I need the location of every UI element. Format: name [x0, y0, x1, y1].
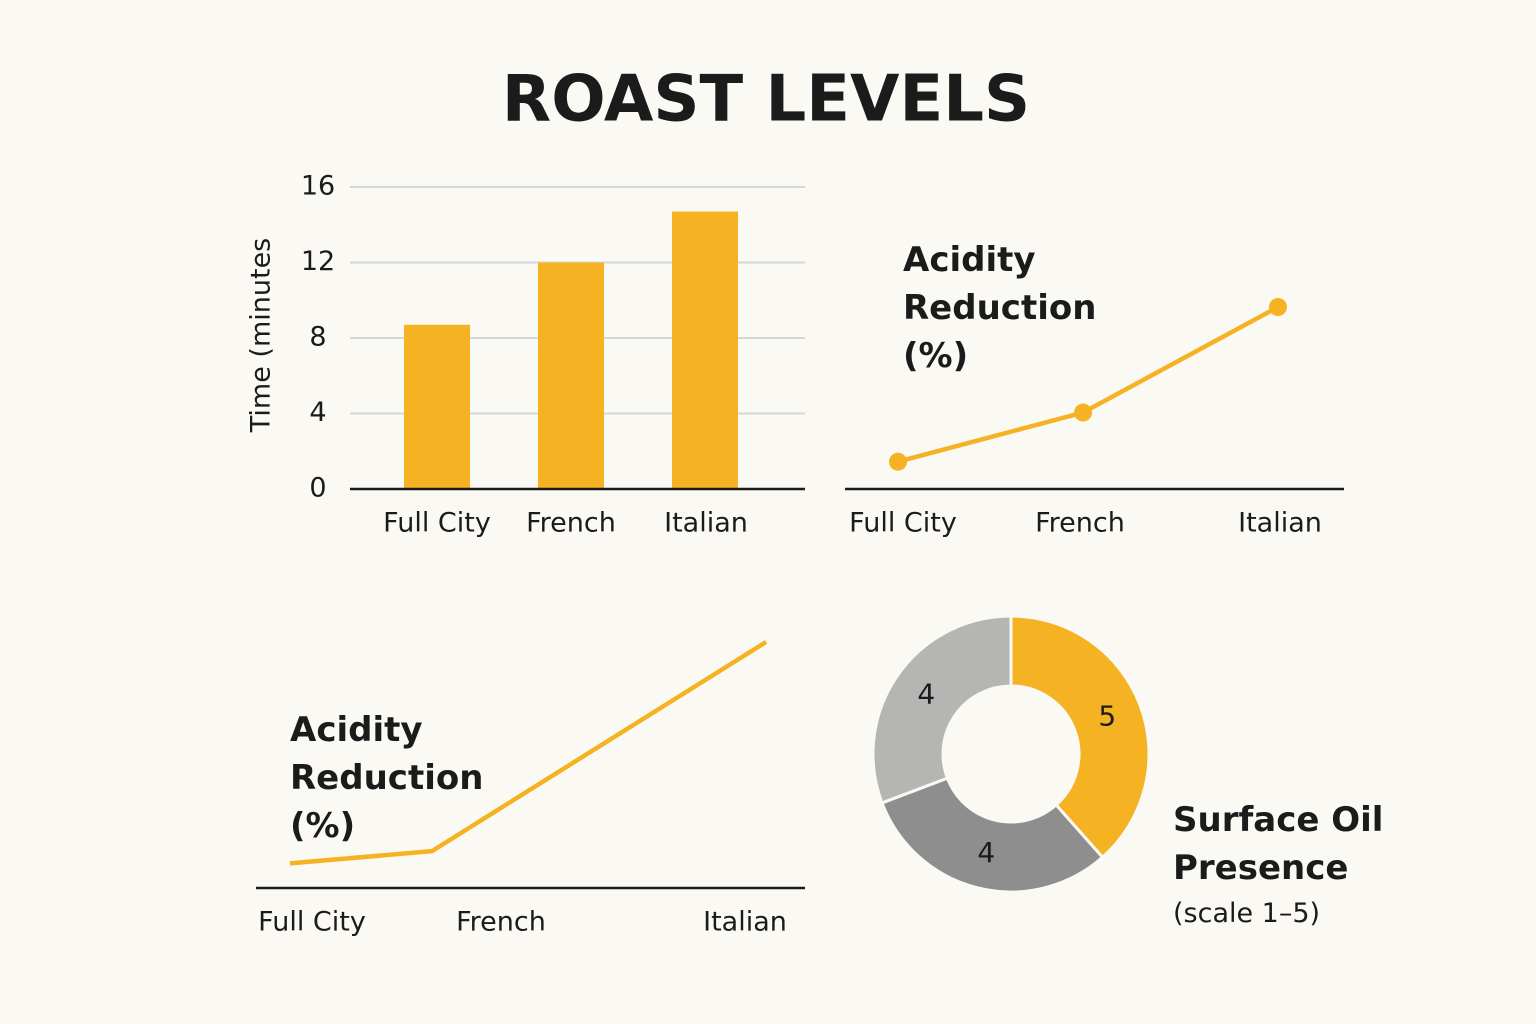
- marker: [1074, 403, 1092, 422]
- chart-title: Acidity Reduction (%): [290, 710, 484, 846]
- x-tick-label: Full City: [383, 508, 491, 539]
- data-label: 4: [977, 836, 995, 869]
- chart-title: Acidity Reduction (%): [903, 240, 1097, 376]
- line: [289, 640, 768, 866]
- y-axis-label: Time (minutes: [246, 238, 277, 433]
- bar: [538, 262, 604, 489]
- y-tick-label: 12: [301, 246, 335, 277]
- x-tick-label: Italian: [1238, 508, 1322, 539]
- x-tick-label: French: [526, 508, 616, 539]
- chart-title: Surface Oil Presence: [1173, 800, 1384, 888]
- y-tick-label: 0: [309, 473, 326, 504]
- donut-slice: [1009, 614, 1151, 860]
- x-tick-label: Italian: [703, 907, 787, 938]
- bar: [404, 324, 470, 489]
- x-tick-label: French: [1035, 508, 1125, 539]
- marker: [889, 452, 907, 471]
- bar: [672, 211, 738, 489]
- x-tick-label: French: [456, 907, 546, 938]
- data-label: 5: [1098, 699, 1116, 732]
- x-tick-label: Italian: [664, 508, 748, 539]
- y-tick-label: 8: [309, 322, 326, 353]
- y-tick-label: 4: [309, 397, 326, 428]
- x-tick-label: Full City: [849, 508, 957, 539]
- chart-subtitle: (scale 1–5): [1173, 898, 1321, 929]
- x-tick-label: Full City: [258, 907, 366, 938]
- marker: [1269, 298, 1287, 316]
- data-label: 4: [917, 677, 935, 710]
- donut-slice: [871, 614, 1013, 805]
- page-title: ROAST LEVELS: [502, 63, 1030, 137]
- donut-slice: [880, 776, 1105, 894]
- y-tick-label: 16: [301, 171, 335, 202]
